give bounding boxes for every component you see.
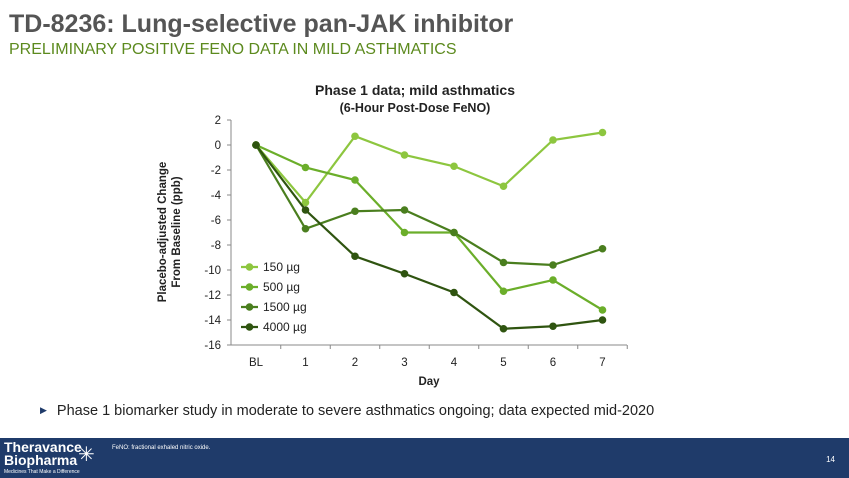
data-point: [252, 141, 260, 149]
x-axis-label: Day: [418, 376, 440, 388]
data-point: [351, 176, 359, 184]
data-point: [549, 261, 557, 269]
legend-marker: [245, 263, 254, 271]
data-point: [301, 163, 310, 172]
x-tick-label: 2: [352, 357, 358, 369]
data-point: [400, 228, 409, 237]
y-tick-label: -10: [204, 265, 221, 277]
data-point: [499, 287, 508, 296]
x-tick-label: 5: [500, 357, 506, 369]
data-point: [450, 162, 458, 171]
data-point: [549, 276, 557, 284]
data-point: [450, 288, 458, 297]
series-line-3: [255, 144, 603, 330]
x-tick-label: 7: [599, 357, 605, 369]
data-point: [351, 132, 359, 141]
data-point: [400, 206, 409, 214]
x-tick-label: 4: [451, 357, 458, 369]
series-line-1: [255, 143, 604, 311]
x-tick-label: 3: [401, 357, 407, 369]
data-point: [598, 128, 607, 137]
data-point: [301, 198, 310, 207]
slide-title: TD-8236: Lung-selective pan-JAK inhibito…: [9, 10, 514, 38]
y-tick-label: -6: [211, 215, 221, 227]
logo-tagline: Medicines That Make a Difference: [4, 469, 80, 475]
data-point: [598, 306, 607, 314]
legend-marker: [245, 323, 254, 331]
legend-label: 150 µg: [263, 260, 300, 274]
footnote: FeNO: fractional exhaled nitric oxide.: [112, 445, 211, 451]
data-point: [549, 136, 557, 144]
bullet-point: ▶ Phase 1 biomarker study in moderate to …: [40, 403, 654, 419]
y-axis-label-line1: Placebo-adjusted Change: [157, 162, 169, 303]
data-point: [400, 269, 409, 278]
data-point: [400, 151, 409, 159]
logo-line1: Theravance: [4, 439, 82, 455]
data-point: [450, 228, 458, 237]
y-tick-label: -16: [204, 340, 221, 352]
data-point: [351, 252, 359, 261]
y-tick-label: -8: [211, 240, 221, 252]
x-tick-label: 1: [302, 357, 308, 369]
data-point: [598, 244, 607, 253]
y-tick-label: -2: [211, 165, 221, 177]
y-tick-label: 2: [215, 115, 221, 127]
feno-line-chart: Phase 1 data; mild asthmatics (6-Hour Po…: [157, 82, 628, 388]
y-tick-label: -12: [204, 290, 221, 302]
company-logo: Theravance Biopharma: [4, 439, 82, 468]
data-point: [301, 206, 310, 214]
y-tick-label: -4: [211, 190, 222, 202]
legend-marker: [245, 303, 254, 311]
chart-subtitle: (6-Hour Post-Dose FeNO): [340, 101, 491, 115]
y-tick-label: -14: [204, 315, 221, 327]
data-point: [598, 316, 607, 324]
data-point: [499, 324, 508, 333]
data-point: [549, 322, 557, 331]
page-number: 14: [826, 455, 835, 464]
y-axis-label-line2: From Baseline (ppb): [171, 176, 183, 287]
y-tick-label: 0: [215, 140, 221, 152]
slide-subtitle: PRELIMINARY POSITIVE FENO DATA IN MILD A…: [9, 41, 457, 58]
x-tick-label: BL: [249, 357, 264, 369]
series-line-0: [255, 131, 603, 205]
footer: Theravance Biopharma ✳ Medicines That Mak…: [0, 438, 849, 478]
legend-label: 4000 µg: [263, 320, 307, 334]
legend-label: 1500 µg: [263, 300, 307, 314]
logo-star-icon: ✳: [78, 444, 95, 466]
data-point: [499, 182, 508, 191]
series-line-2: [255, 144, 603, 267]
chart-title: Phase 1 data; mild asthmatics: [315, 82, 515, 98]
legend-marker: [245, 283, 254, 291]
logo-line2: Biopharma: [4, 452, 78, 468]
bullet-arrow-icon: ▶: [40, 405, 47, 415]
data-point: [499, 258, 508, 267]
data-point: [351, 207, 359, 216]
x-tick-label: 6: [550, 357, 556, 369]
bullet-text: Phase 1 biomarker study in moderate to s…: [56, 403, 655, 419]
legend-label: 500 µg: [263, 280, 300, 294]
data-point: [301, 224, 310, 233]
